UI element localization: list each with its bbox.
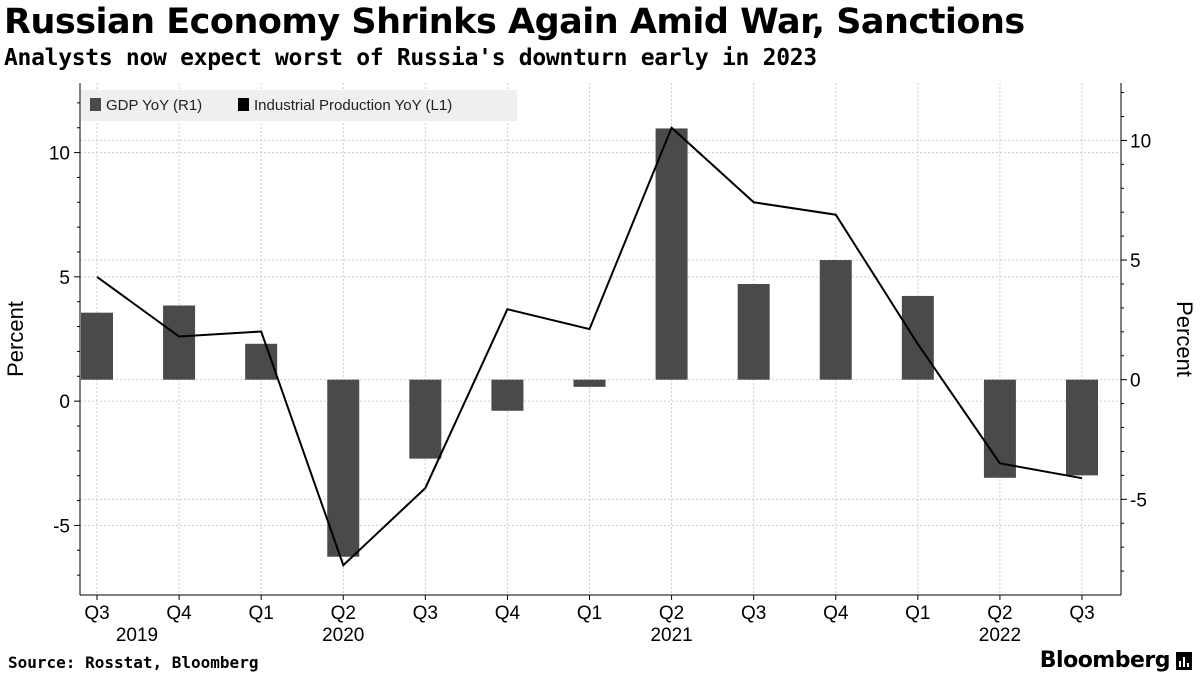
x-tick-label: Q3 [1069,603,1094,624]
x-tick-label: Q4 [166,603,192,624]
legend-background [81,90,517,121]
chart-subtitle: Analysts now expect worst of Russia's do… [4,45,817,71]
legend-swatch-gdp [90,98,101,111]
gdp-bar-0 [81,312,113,380]
x-tick-label: Q4 [495,603,521,624]
x-tick-label: Q3 [741,603,766,624]
source-note: Source: Rosstat, Bloomberg [8,653,259,672]
gdp-bar-3 [327,379,360,557]
legend-label-gdp: GDP YoY (R1) [106,97,202,114]
gdp-bar-10 [901,295,934,380]
gdp-bar-5 [491,379,524,411]
legend: GDP YoY (R1) Industrial Production YoY (… [81,90,517,121]
x-tick-label: Q2 [659,603,684,624]
right-axis-title: Percent [1172,301,1197,377]
right-tick-label: 5 [1130,251,1141,272]
industrial-production-line [96,125,1083,567]
legend-label-industrial: Industrial Production YoY (L1) [254,97,452,114]
x-year-label: 2021 [650,625,692,645]
brand-text: Bloomberg [1039,648,1171,673]
x-tick-label: Q1 [248,603,273,624]
x-tick-label: Q2 [987,603,1012,624]
x-tick-label: Q4 [823,603,849,624]
right-tick-label: -5 [1130,490,1147,511]
x-tick-label: Q1 [905,603,930,624]
x-tick-label: Q1 [577,603,602,624]
legend-swatch-industrial [238,98,249,111]
x-year-label: 2020 [322,625,364,645]
left-axis-title: Percent [3,301,28,377]
axes: -5 0 5 10 -5 0 5 10 Q3 Q4 Q1 Q2 Q3 Q4 Q1 Q2 Q3 Q4 Q1 Q2 Q3 20… [3,83,1197,645]
left-tick-label: 0 [59,392,70,413]
x-year-label: 2022 [979,625,1021,645]
gdp-bar-7 [655,128,688,380]
left-tick-label: -5 [53,516,70,537]
gdp-bar-4 [409,379,442,459]
chart-title: Russian Economy Shrinks Again Amid War, … [4,2,1025,42]
left-tick-label: 5 [59,268,70,289]
industrial-production-line-group [96,125,1083,567]
gdp-bar-6 [573,379,606,387]
chart: -5 0 5 10 -5 0 5 10 Q3 Q4 Q1 Q2 Q3 Q4 Q1 Q2 Q3 Q4 Q1 Q2 Q3 20… [3,83,1197,645]
x-tick-label: Q3 [84,603,109,624]
right-tick-label: 0 [1130,371,1141,392]
bloomberg-terminal-icon [1176,651,1192,670]
gdp-bar-8 [737,283,770,380]
gdp-bar-1 [163,305,196,380]
gdp-bar-11 [983,379,1016,478]
left-tick-label: 10 [49,144,70,165]
x-year-label: 2019 [116,625,158,645]
right-tick-label: 10 [1130,131,1151,152]
x-tick-label: Q2 [331,603,356,624]
gdp-bar-9 [819,260,852,380]
bloomberg-logo: Bloomberg [1040,648,1192,673]
gdp-bars [81,128,1098,557]
grid-lines [80,83,1121,595]
gdp-bar-12 [1066,379,1098,476]
x-tick-label: Q3 [413,603,438,624]
